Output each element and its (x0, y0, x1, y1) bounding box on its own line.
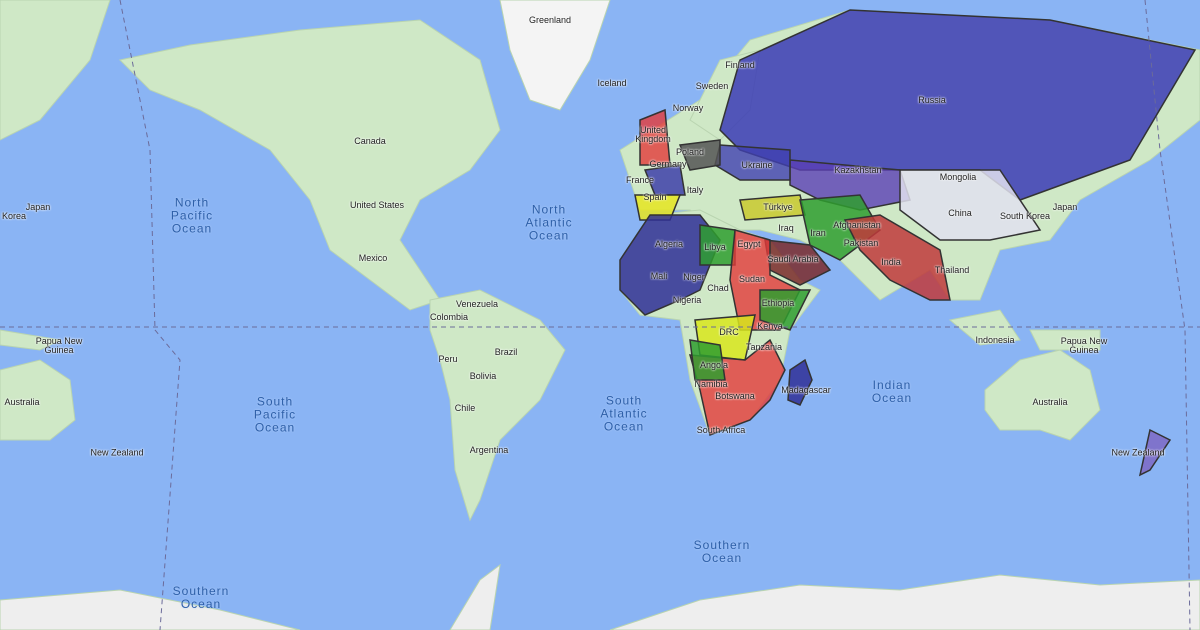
country-label[interactable]: Argentina (469, 445, 509, 455)
country-label[interactable]: Iceland (597, 78, 627, 88)
country-label[interactable]: South Africa (696, 425, 746, 435)
country-label[interactable]: Niger (683, 272, 705, 282)
country-label[interactable]: Madagascar (781, 385, 831, 395)
country-label[interactable]: Australia (1032, 397, 1068, 407)
country-label[interactable]: China (948, 208, 972, 218)
country-label[interactable]: Egypt (737, 239, 761, 249)
country-label[interactable]: Tanzania (745, 342, 783, 352)
ocean-label: Southern Ocean (693, 538, 751, 565)
country-label[interactable]: Venezuela (455, 299, 499, 309)
ocean-label: Indian Ocean (871, 378, 913, 405)
country-label[interactable]: Kenya (757, 321, 783, 331)
country-label[interactable]: Finland (725, 60, 755, 70)
country-label[interactable]: Peru (438, 354, 458, 364)
country-label[interactable]: Pakistan (843, 238, 879, 248)
country-label[interactable]: Mexico (358, 253, 388, 263)
country-label[interactable]: Mongolia (939, 172, 977, 182)
highlighted-countries (619, 9, 1197, 477)
country-label[interactable]: Türkiye (763, 202, 793, 212)
ocean-label: South Atlantic Ocean (600, 393, 648, 434)
country-label[interactable]: Spain (643, 192, 667, 202)
country-label[interactable]: Iran (810, 228, 826, 238)
country-label[interactable]: New Zealand (90, 447, 144, 458)
country-label[interactable]: Germany (649, 159, 687, 169)
country-label[interactable]: Papua New Guinea (1060, 336, 1108, 355)
country-label[interactable]: Japan (25, 202, 51, 212)
country-label[interactable]: Greenland (528, 15, 572, 25)
country-label[interactable]: Botswana (715, 391, 755, 401)
country-label[interactable]: Italy (686, 185, 704, 195)
country-label[interactable]: DRC (719, 327, 739, 337)
country-label[interactable]: Australia (4, 397, 40, 407)
country-label[interactable]: Canada (354, 136, 386, 146)
country-label[interactable]: Chile (454, 403, 476, 413)
country-label[interactable]: Russia (918, 95, 946, 105)
country-label[interactable]: Bolivia (469, 371, 497, 381)
country-label[interactable]: Chad (707, 283, 729, 293)
country-label[interactable]: Ethiopia (761, 298, 795, 308)
country-label[interactable]: Korea (1, 211, 27, 221)
country-label[interactable]: Japan (1052, 202, 1078, 212)
country-label[interactable]: Algeria (654, 239, 684, 249)
country-label[interactable]: Libya (704, 242, 726, 252)
country-label[interactable]: Colombia (429, 312, 469, 322)
country-label[interactable]: Afghanistan (833, 220, 881, 230)
country-label[interactable]: India (881, 257, 901, 267)
country-label[interactable]: Thailand (934, 265, 970, 275)
country-label[interactable]: Sudan (738, 274, 766, 284)
country-label[interactable]: Mali (650, 271, 668, 281)
country-label[interactable]: United States (349, 200, 405, 210)
country-label[interactable]: Ukraine (741, 160, 773, 170)
country-label[interactable]: Poland (675, 147, 705, 157)
country-label[interactable]: France (625, 175, 655, 185)
country-label[interactable]: Saudi Arabia (767, 254, 819, 264)
country-label[interactable]: Kazakhstan (834, 165, 882, 175)
country-label[interactable]: Brazil (494, 347, 518, 357)
ocean-label: North Pacific Ocean (170, 195, 214, 236)
ocean-label: South Pacific Ocean (253, 394, 297, 435)
country-label[interactable]: United Kingdom (635, 125, 671, 144)
country-label[interactable]: Papua New Guinea (35, 336, 83, 355)
country-label[interactable]: New Zealand (1111, 447, 1165, 458)
country-label[interactable]: Iraq (778, 223, 794, 233)
country-label[interactable]: Sweden (695, 81, 729, 91)
country-label[interactable]: Norway (672, 103, 704, 113)
country-label[interactable]: South Korea (999, 211, 1051, 221)
country-label[interactable]: Nigeria (672, 295, 702, 305)
country-label[interactable]: Namibia (694, 379, 728, 389)
ocean-label: North Atlantic Ocean (525, 202, 573, 243)
country-label[interactable]: Angola (699, 360, 729, 370)
country-label[interactable]: Indonesia (975, 335, 1015, 345)
ocean-label: Southern Ocean (172, 584, 230, 611)
